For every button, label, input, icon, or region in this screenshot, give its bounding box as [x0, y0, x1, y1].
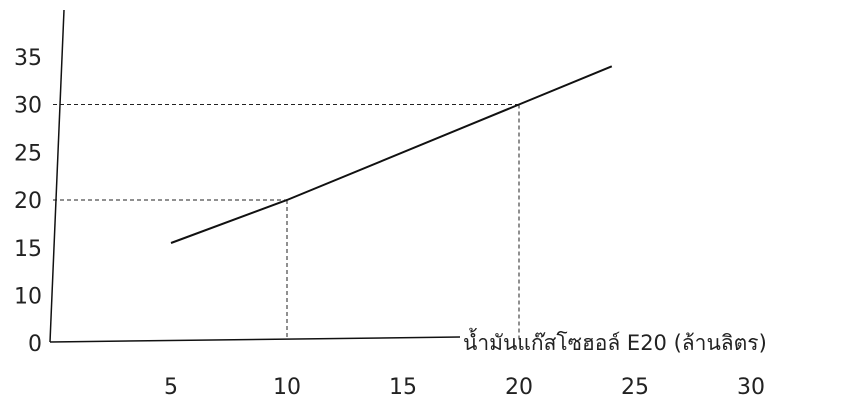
x-tick-label: 25 — [621, 375, 649, 399]
x-tick-label: 10 — [273, 375, 301, 399]
x-tick-labels: 5 10 15 20 25 30 — [164, 375, 765, 399]
y-tick-label: 10 — [14, 285, 42, 310]
y-tick-labels: 0 10 15 20 25 30 35 — [14, 46, 42, 357]
x-tick-label: 15 — [389, 375, 417, 399]
y-tick-label: 25 — [14, 141, 42, 166]
data-series — [170, 65, 613, 244]
y-tick-label: 15 — [14, 237, 42, 262]
series-line — [170, 65, 613, 244]
y-tick-label: 30 — [14, 94, 42, 119]
y-tick-label: 0 — [28, 332, 42, 357]
x-tick-label: 30 — [737, 375, 765, 399]
x-tick-label: 20 — [505, 375, 533, 399]
y-axis — [49, 9, 65, 343]
x-tick-label: 5 — [164, 375, 178, 399]
x-axis-label: น้ำมันแก๊สโซฮอล์ E20 (ล้านลิตร) — [463, 328, 767, 355]
x-axis — [49, 336, 461, 343]
reference-lines — [53, 104, 520, 340]
y-tick-label: 20 — [14, 189, 42, 214]
y-tick-label: 35 — [14, 46, 42, 71]
